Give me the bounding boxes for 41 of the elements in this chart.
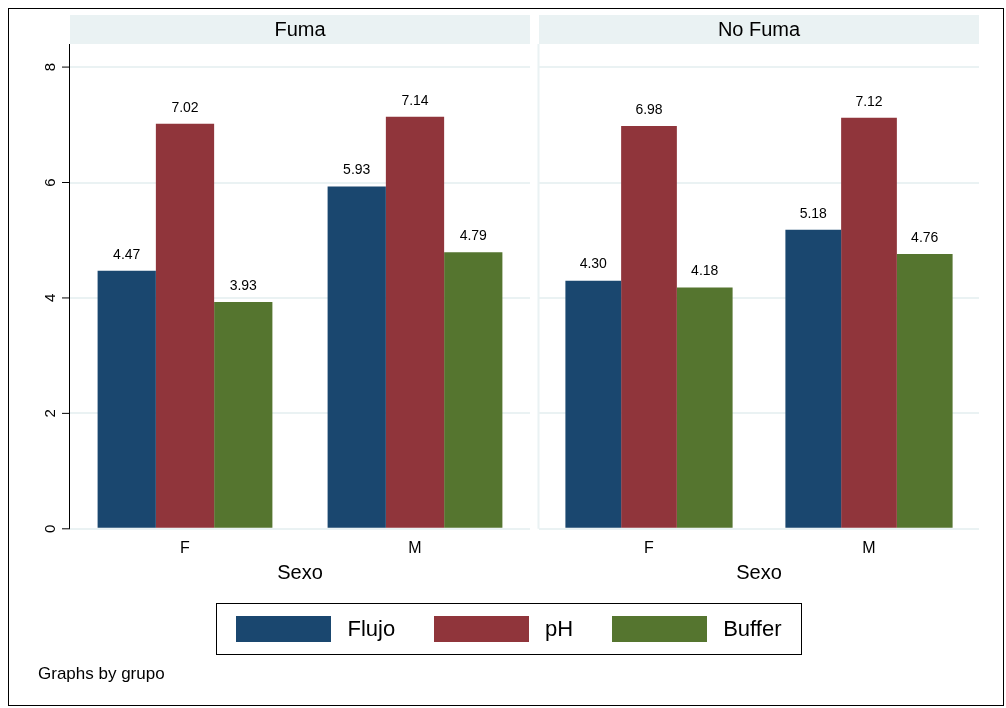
bar — [621, 125, 677, 528]
y-tick-label: 2 — [40, 409, 58, 418]
y-tick-label: 0 — [40, 524, 58, 533]
x-tick-label: F — [644, 538, 655, 556]
bar — [97, 270, 156, 528]
data-label: 5.93 — [343, 161, 371, 178]
bar — [155, 123, 215, 528]
data-label: 4.30 — [579, 255, 608, 272]
data-label: 4.79 — [459, 227, 488, 244]
bar — [896, 254, 953, 528]
chart-title: Fuma — [70, 15, 530, 44]
y-tick-label: 8 — [40, 62, 58, 72]
bar — [444, 252, 503, 528]
legend-label: Buffer — [723, 616, 782, 642]
bar — [327, 186, 386, 528]
y-tick-label: 6 — [40, 178, 58, 187]
x-tick-label: M — [862, 538, 876, 556]
data-label: 3.93 — [229, 276, 258, 293]
data-label: 7.14 — [401, 91, 429, 108]
bar — [841, 117, 897, 528]
bar — [785, 229, 842, 528]
bar — [565, 280, 622, 528]
x-axis-title: Sexo — [277, 560, 323, 583]
data-label: 4.47 — [113, 245, 141, 262]
data-label: 6.98 — [635, 100, 663, 117]
chart-title: No Fuma — [539, 15, 979, 44]
text: Graphs by grupo — [38, 664, 165, 684]
x-tick-label: M — [408, 538, 422, 556]
data-label: 5.18 — [799, 204, 828, 221]
x-tick-label: F — [180, 538, 191, 556]
bar — [385, 116, 445, 528]
data-label: 7.12 — [855, 92, 883, 109]
data-label: 4.18 — [691, 262, 719, 279]
y-tick-label: 4 — [40, 293, 58, 303]
x-axis-title: Sexo — [736, 560, 782, 583]
legend-label: pH — [545, 616, 574, 642]
bar — [676, 287, 733, 528]
data-label: 7.02 — [171, 98, 199, 115]
bar — [214, 301, 273, 528]
data-label: 4.76 — [911, 228, 939, 245]
legend-label: Flujo — [347, 616, 396, 642]
